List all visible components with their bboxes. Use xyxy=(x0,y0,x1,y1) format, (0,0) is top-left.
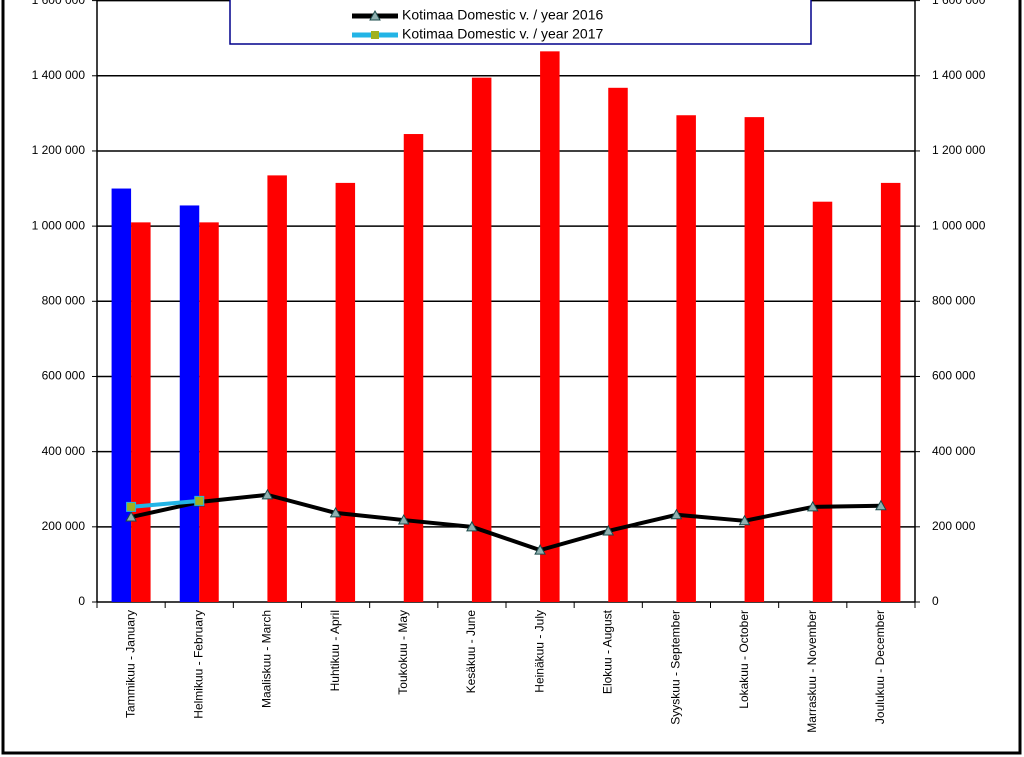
bar xyxy=(471,77,492,603)
y2-tick-label: 600 000 xyxy=(932,369,976,383)
x-tick-label: Lokakuu - October xyxy=(737,610,751,709)
y-tick-label: 0 xyxy=(78,594,85,608)
bar xyxy=(812,201,833,603)
x-tick-label: Maaliskuu - March xyxy=(260,610,274,708)
x-tick-label: Huhtikuu - April xyxy=(328,610,342,691)
y2-tick-label: 200 000 xyxy=(932,519,976,533)
legend-marker xyxy=(369,9,381,21)
line-marker xyxy=(397,514,410,525)
line-marker xyxy=(261,488,274,500)
y-tick-label: 1 400 000 xyxy=(32,68,86,82)
x-tick-label: Helmikuu - February xyxy=(191,610,205,719)
x-tick-label: Marraskuu - November xyxy=(805,610,819,733)
bar xyxy=(540,51,560,602)
line-marker xyxy=(875,499,887,511)
line-marker xyxy=(126,501,137,512)
legend-box xyxy=(229,0,812,45)
x-tick-label: Toukokuu - May xyxy=(396,610,410,695)
line-marker xyxy=(466,520,478,532)
y2-tick-label: 1 000 000 xyxy=(932,218,986,232)
line-marker xyxy=(534,544,546,555)
y2-tick-label: 1 400 000 xyxy=(932,68,986,82)
bar xyxy=(608,87,628,603)
y-tick-label: 400 000 xyxy=(42,444,86,458)
line xyxy=(130,492,881,553)
x-tick-label: Heinäkuu - July xyxy=(532,610,546,693)
y2-tick-label: 0 xyxy=(932,594,939,608)
y-tick-label: 1 200 000 xyxy=(32,143,86,157)
y-tick-label: 600 000 xyxy=(42,369,86,383)
bar xyxy=(676,115,696,602)
line-marker xyxy=(602,524,615,536)
line-marker xyxy=(738,514,751,526)
y-tick-label: 1 000 000 xyxy=(32,218,86,232)
bar xyxy=(199,222,219,602)
line-marker xyxy=(806,500,819,512)
x-tick-label: Kesäkuu - June xyxy=(464,610,478,694)
bar xyxy=(744,117,765,602)
bar xyxy=(111,188,132,602)
line-marker xyxy=(194,495,205,506)
bar xyxy=(179,205,200,602)
x-tick-label: Joulukuu - December xyxy=(873,610,887,724)
y-tick-label: 200 000 xyxy=(42,519,86,533)
legend-marker xyxy=(371,31,379,39)
y-tick-label: 800 000 xyxy=(42,293,86,307)
x-tick-label: Tammikuu - January xyxy=(123,610,137,718)
line-marker xyxy=(670,508,683,520)
y2-tick-label: 400 000 xyxy=(932,444,976,458)
line-marker xyxy=(125,511,137,522)
y-tick-label: 1 600 000 xyxy=(32,0,86,7)
bar xyxy=(880,182,901,603)
bar xyxy=(267,175,287,602)
legend-label: Kotimaa Domestic v. / year 2017 xyxy=(402,26,603,42)
line-marker xyxy=(329,506,342,518)
legend-label: Kotimaa Domestic v. / year 2016 xyxy=(402,7,603,23)
y2-tick-label: 1 600 000 xyxy=(932,0,986,7)
y2-tick-label: 1 200 000 xyxy=(932,143,986,157)
x-tick-label: Syyskuu - September xyxy=(669,610,683,725)
bar xyxy=(403,134,424,602)
x-tick-label: Elokuu - August xyxy=(600,609,614,694)
y2-tick-label: 800 000 xyxy=(932,293,976,307)
bar xyxy=(335,182,356,603)
bar xyxy=(131,222,151,602)
line xyxy=(130,498,200,509)
